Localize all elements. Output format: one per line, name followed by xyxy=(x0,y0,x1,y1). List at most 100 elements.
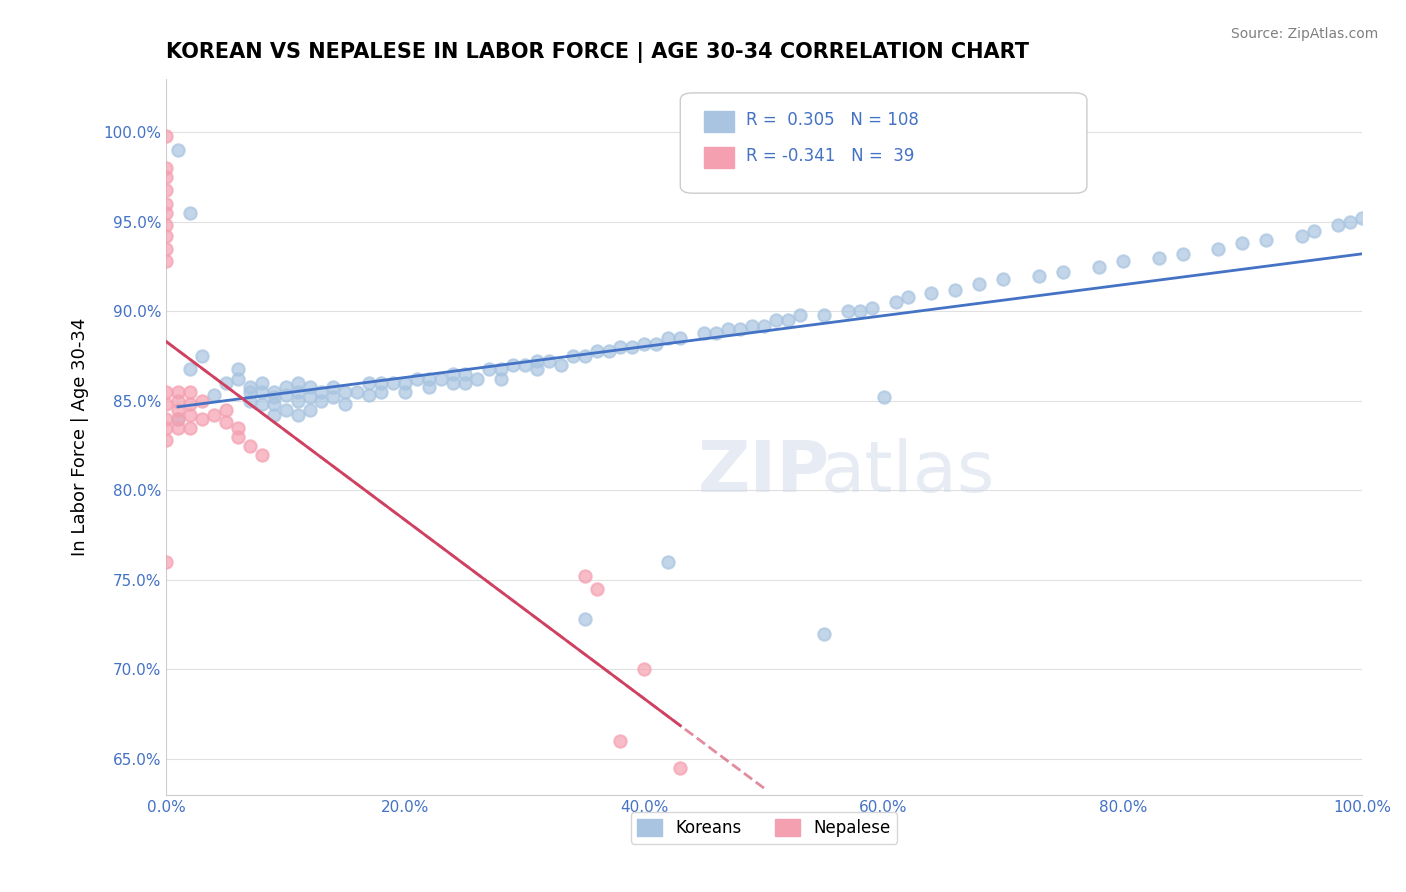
Point xyxy=(478,361,501,376)
Point xyxy=(191,349,214,363)
Point xyxy=(441,367,464,381)
Point xyxy=(574,612,596,626)
Point xyxy=(370,384,392,399)
Point xyxy=(550,358,572,372)
Point xyxy=(155,242,177,256)
Point xyxy=(621,340,644,354)
Point xyxy=(250,384,273,399)
Point xyxy=(167,420,190,434)
Point xyxy=(920,286,942,301)
Point xyxy=(1208,242,1230,256)
Point xyxy=(489,361,512,376)
Point xyxy=(418,379,440,393)
Point xyxy=(311,393,333,408)
Point xyxy=(239,384,262,399)
Point xyxy=(202,388,225,402)
Point xyxy=(179,397,201,411)
Point xyxy=(585,582,607,596)
Point xyxy=(704,326,727,340)
Point xyxy=(526,361,548,376)
Point xyxy=(155,128,177,143)
Point xyxy=(585,343,607,358)
Point xyxy=(418,372,440,386)
Point xyxy=(179,408,201,422)
Point xyxy=(155,555,177,569)
Point xyxy=(239,393,262,408)
Point xyxy=(263,408,285,422)
Point xyxy=(609,340,631,354)
Point xyxy=(155,434,177,448)
Point xyxy=(813,308,835,322)
Point xyxy=(1147,251,1170,265)
Point xyxy=(179,384,201,399)
FancyBboxPatch shape xyxy=(681,93,1087,194)
Point xyxy=(765,313,787,327)
Bar xyxy=(704,111,734,132)
Point xyxy=(239,379,262,393)
Point xyxy=(1303,224,1326,238)
Point xyxy=(896,290,918,304)
Point xyxy=(441,376,464,390)
Point xyxy=(657,555,679,569)
Point xyxy=(202,408,225,422)
Point xyxy=(287,393,309,408)
Point xyxy=(837,304,859,318)
Point xyxy=(454,376,477,390)
Point xyxy=(1028,268,1050,283)
Point xyxy=(155,206,177,220)
Point xyxy=(155,219,177,233)
Point xyxy=(465,372,488,386)
Point xyxy=(1351,211,1374,226)
Point xyxy=(167,384,190,399)
Text: R =  0.305   N = 108: R = 0.305 N = 108 xyxy=(747,112,920,129)
Point xyxy=(967,277,990,292)
Point xyxy=(860,301,883,315)
Text: R = -0.341   N =  39: R = -0.341 N = 39 xyxy=(747,147,914,165)
Point xyxy=(274,388,297,402)
Point xyxy=(406,372,429,386)
Point xyxy=(574,569,596,583)
Point xyxy=(502,358,524,372)
Point xyxy=(430,372,453,386)
Point xyxy=(274,379,297,393)
Point xyxy=(993,272,1015,286)
Point xyxy=(669,331,692,345)
Point xyxy=(287,408,309,422)
Point xyxy=(215,376,238,390)
Point xyxy=(717,322,740,336)
Point xyxy=(1256,233,1278,247)
Point xyxy=(155,161,177,175)
Point xyxy=(752,318,775,333)
Point xyxy=(813,626,835,640)
Point xyxy=(359,376,381,390)
Point xyxy=(179,420,201,434)
Point xyxy=(263,384,285,399)
Point xyxy=(250,397,273,411)
Y-axis label: In Labor Force | Age 30-34: In Labor Force | Age 30-34 xyxy=(72,318,89,556)
Point xyxy=(537,354,560,368)
Text: ZIP: ZIP xyxy=(697,438,830,507)
Point xyxy=(191,411,214,425)
Point xyxy=(155,420,177,434)
Point xyxy=(943,283,966,297)
Point xyxy=(250,376,273,390)
Bar xyxy=(704,146,734,168)
Point xyxy=(322,390,344,404)
Point xyxy=(1291,229,1313,244)
Point xyxy=(394,376,416,390)
Point xyxy=(359,388,381,402)
Point xyxy=(167,402,190,417)
Point xyxy=(155,397,177,411)
Point xyxy=(167,411,190,425)
Text: atlas: atlas xyxy=(820,438,994,507)
Point xyxy=(191,393,214,408)
Point xyxy=(741,318,763,333)
Point xyxy=(263,390,285,404)
Point xyxy=(598,343,620,358)
Point xyxy=(167,393,190,408)
Point xyxy=(513,358,536,372)
Point xyxy=(215,402,238,417)
Point xyxy=(287,376,309,390)
Point xyxy=(287,384,309,399)
Point xyxy=(669,761,692,775)
